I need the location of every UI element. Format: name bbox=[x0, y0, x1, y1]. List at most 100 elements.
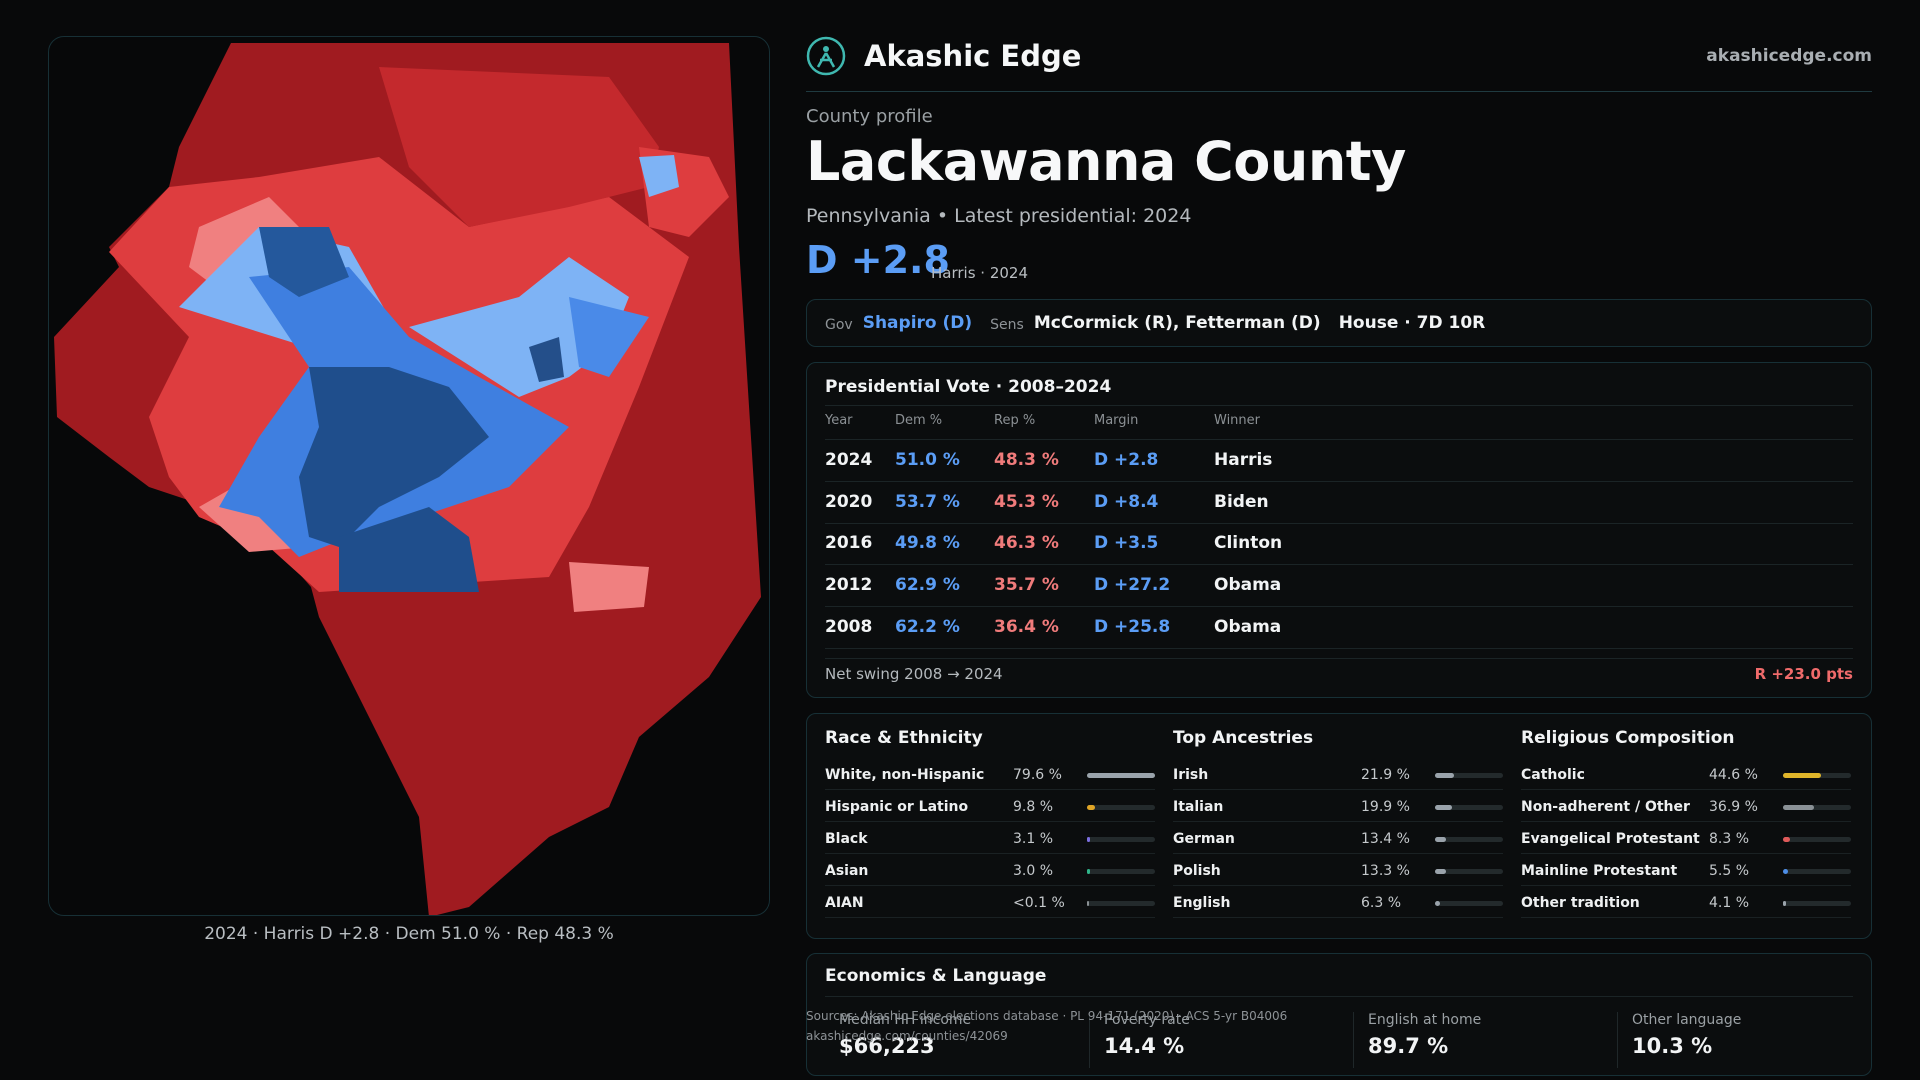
presidential-table-title: Presidential Vote · 2008–2024 bbox=[825, 377, 1112, 397]
table-divider bbox=[825, 439, 1853, 440]
header-divider bbox=[806, 91, 1872, 92]
row-winner: Obama bbox=[1214, 617, 1282, 637]
officials-row: Gov Shapiro (D) Sens McCormick (R), Fett… bbox=[806, 299, 1872, 347]
col-header-margin: Margin bbox=[1094, 413, 1139, 428]
share-bar bbox=[1783, 773, 1851, 778]
section-title: Religious Composition bbox=[1521, 728, 1735, 748]
brand-name: Akashic Edge bbox=[864, 39, 1082, 73]
row-dem: 49.8 % bbox=[895, 533, 960, 553]
item-label: Polish bbox=[1173, 863, 1221, 879]
row-rep: 46.3 % bbox=[994, 533, 1059, 553]
list-item: AIAN <0.1 % bbox=[825, 886, 1155, 918]
share-bar-fill bbox=[1087, 805, 1095, 810]
row-rep: 36.4 % bbox=[994, 617, 1059, 637]
row-dem: 51.0 % bbox=[895, 450, 960, 470]
map-region-dem-strong-south[interactable] bbox=[339, 507, 479, 592]
share-bar bbox=[1783, 901, 1851, 906]
item-label: Hispanic or Latino bbox=[825, 799, 969, 815]
item-value: 3.1 % bbox=[1013, 831, 1054, 847]
sources-link[interactable]: akashicedge.com/counties/42069 bbox=[806, 1029, 1008, 1043]
item-value: 36.9 % bbox=[1709, 799, 1758, 815]
item-label: German bbox=[1173, 831, 1235, 847]
list-item: Evangelical Protestant 8.3 % bbox=[1521, 822, 1851, 854]
item-label: AIAN bbox=[825, 895, 864, 911]
item-label: Mainline Protestant bbox=[1521, 863, 1678, 879]
col-header-rep: Rep % bbox=[994, 413, 1036, 428]
item-value: 5.5 % bbox=[1709, 863, 1750, 879]
brand-logo-icon bbox=[806, 36, 846, 76]
econ-poverty-rate: Poverty rate 14.4 % bbox=[1089, 1012, 1349, 1068]
share-bar bbox=[1087, 901, 1155, 906]
row-year: 2016 bbox=[825, 533, 873, 553]
share-bar bbox=[1435, 773, 1503, 778]
econ-value: 14.4 % bbox=[1104, 1034, 1185, 1058]
row-rep: 45.3 % bbox=[994, 492, 1059, 512]
econ-other-language: Other language 10.3 % bbox=[1617, 1012, 1877, 1068]
list-item: Non-adherent / Other 36.9 % bbox=[1521, 790, 1851, 822]
item-value: 13.3 % bbox=[1361, 863, 1410, 879]
list-item: Asian 3.0 % bbox=[825, 854, 1155, 886]
brand: Akashic Edge bbox=[806, 36, 1081, 76]
table-row: 2024 51.0 % 48.3 % D +2.8 Harris bbox=[807, 440, 1871, 482]
item-value: <0.1 % bbox=[1013, 895, 1065, 911]
page-kicker: County profile bbox=[806, 106, 933, 127]
share-bar-fill bbox=[1087, 773, 1155, 778]
economics-card: Economics & Language Median HH income $6… bbox=[806, 953, 1872, 1076]
econ-value: 89.7 % bbox=[1368, 1034, 1449, 1058]
table-divider bbox=[825, 606, 1853, 607]
share-bar-fill bbox=[1435, 869, 1446, 874]
item-label: Non-adherent / Other bbox=[1521, 799, 1690, 815]
row-year: 2008 bbox=[825, 617, 873, 637]
row-winner: Obama bbox=[1214, 575, 1282, 595]
share-bar-fill bbox=[1087, 869, 1090, 874]
map-region-rep-light-se[interactable] bbox=[569, 562, 649, 612]
economics-title: Economics & Language bbox=[825, 966, 1047, 986]
net-swing-label: Net swing 2008 → 2024 bbox=[825, 665, 1003, 683]
map-region-dem-strong-nw[interactable] bbox=[259, 227, 349, 297]
table-divider bbox=[825, 405, 1853, 406]
share-bar bbox=[1087, 837, 1155, 842]
map-region-dem-light-east[interactable] bbox=[409, 257, 629, 397]
table-row: 2008 62.2 % 36.4 % D +25.8 Obama bbox=[807, 607, 1871, 649]
row-year: 2024 bbox=[825, 450, 873, 470]
item-value: 3.0 % bbox=[1013, 863, 1054, 879]
map-region-dem-ne-pocket[interactable] bbox=[639, 155, 679, 197]
map-region-dem-mid-east[interactable] bbox=[569, 297, 649, 377]
list-item: Other tradition 4.1 % bbox=[1521, 886, 1851, 918]
table-divider bbox=[825, 648, 1853, 649]
item-label: Asian bbox=[825, 863, 869, 879]
item-value: 21.9 % bbox=[1361, 767, 1410, 783]
map-region-rep-north[interactable] bbox=[379, 67, 659, 227]
row-year: 2012 bbox=[825, 575, 873, 595]
item-value: 13.4 % bbox=[1361, 831, 1410, 847]
item-value: 6.3 % bbox=[1361, 895, 1402, 911]
row-rep: 35.7 % bbox=[994, 575, 1059, 595]
share-bar-fill bbox=[1783, 805, 1814, 810]
share-bar bbox=[1783, 837, 1851, 842]
share-bar-fill bbox=[1435, 901, 1440, 906]
map-region-dem-strong-core[interactable] bbox=[299, 367, 489, 547]
table-divider bbox=[825, 564, 1853, 565]
sens-label: Sens bbox=[990, 317, 1024, 333]
precinct-map[interactable] bbox=[48, 36, 770, 916]
econ-label: Median HH income bbox=[839, 1012, 972, 1028]
item-value: 4.1 % bbox=[1709, 895, 1750, 911]
map-region-dem-strong-ne[interactable] bbox=[529, 337, 564, 382]
house-value: House · 7D 10R bbox=[1338, 313, 1486, 333]
brand-url-link[interactable]: akashicedge.com bbox=[1706, 46, 1872, 66]
row-margin: D +27.2 bbox=[1094, 575, 1171, 595]
list-item: Catholic 44.6 % bbox=[1521, 758, 1851, 790]
sens-value: McCormick (R), Fetterman (D) bbox=[1033, 313, 1321, 333]
table-divider bbox=[825, 481, 1853, 482]
col-header-dem: Dem % bbox=[895, 413, 943, 428]
item-label: Evangelical Protestant bbox=[1521, 831, 1700, 847]
table-divider bbox=[825, 658, 1853, 659]
row-winner: Clinton bbox=[1214, 533, 1283, 553]
share-bar-fill bbox=[1783, 869, 1788, 874]
sources-line: Sources: Akashic Edge elections database… bbox=[806, 1009, 1288, 1023]
headline-margin: D +2.8 bbox=[806, 238, 950, 282]
table-row: 2016 49.8 % 46.3 % D +3.5 Clinton bbox=[807, 523, 1871, 565]
table-row: 2020 53.7 % 45.3 % D +8.4 Biden bbox=[807, 482, 1871, 524]
share-bar bbox=[1435, 805, 1503, 810]
list-item: English 6.3 % bbox=[1173, 886, 1503, 918]
